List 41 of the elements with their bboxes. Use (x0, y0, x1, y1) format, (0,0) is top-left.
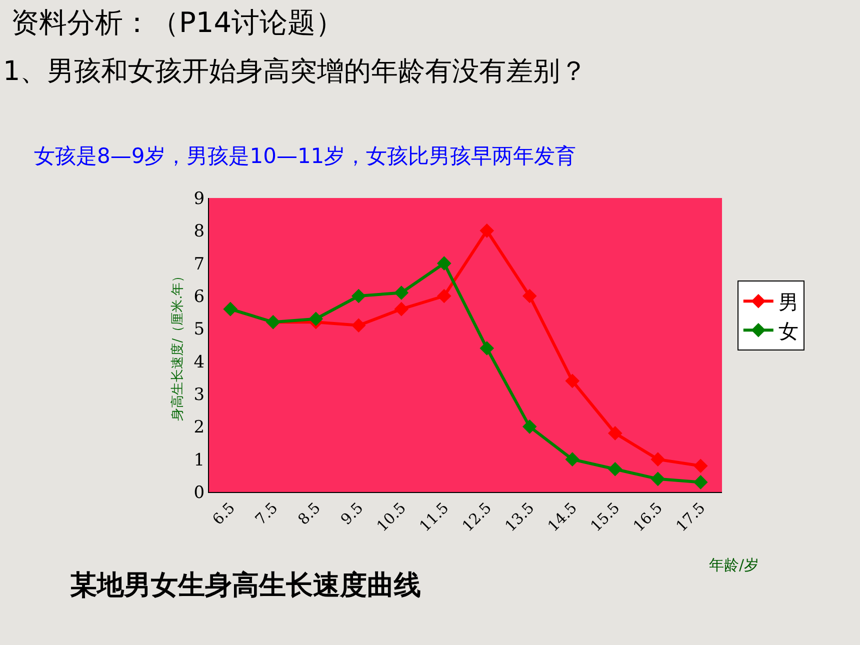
x-axis-title: 年龄/岁 (709, 556, 760, 574)
y-tick-label: 0 (194, 482, 205, 503)
point (693, 475, 708, 490)
y-axis-title: 身高生长速度/（厘米.年） (170, 269, 186, 421)
point (608, 462, 622, 476)
point (436, 256, 452, 270)
point (436, 288, 452, 304)
point (480, 341, 494, 356)
point (565, 452, 580, 466)
y-tick-label: 6 (194, 286, 205, 307)
point (608, 426, 622, 440)
x-tick-label: 9.5 (337, 498, 367, 529)
point (394, 302, 409, 316)
legend-label: 男 (778, 290, 798, 314)
point (480, 224, 494, 238)
text: 某地男女生身高生长速度曲线 (70, 570, 421, 601)
point (650, 452, 666, 466)
y-tick-label: 8 (194, 222, 205, 242)
point (308, 312, 324, 326)
x-tick-label: 8.5 (294, 498, 324, 529)
y-tick-label: 4 (194, 352, 205, 372)
chart-title: 资料分析：（P14讨论题） (11, 6, 344, 39)
y-tick-label: 2 (194, 418, 205, 438)
point (351, 318, 366, 333)
y-tick-label: 5 (194, 320, 205, 340)
point (351, 288, 366, 304)
point (650, 472, 666, 486)
chart-subtitle: 1、男孩和女孩开始身高突增的年龄有没有差别？ (3, 56, 588, 87)
y-tick-label: 1 (194, 450, 205, 470)
point (522, 420, 537, 434)
point (693, 458, 708, 474)
x-tick-label: 7.5 (252, 498, 282, 529)
legend-label: 女 (778, 318, 798, 343)
y-tick-label: 7 (194, 254, 205, 274)
point (394, 286, 409, 300)
x-tick-label: 6.5 (208, 498, 239, 529)
text: 女孩是8—9岁，男孩是10—11岁，女孩比男孩早两年发育 (34, 144, 576, 168)
y-tick-label: 3 (194, 384, 205, 405)
point (522, 288, 537, 304)
y-tick-label: 9 (194, 188, 205, 209)
point (565, 374, 580, 388)
